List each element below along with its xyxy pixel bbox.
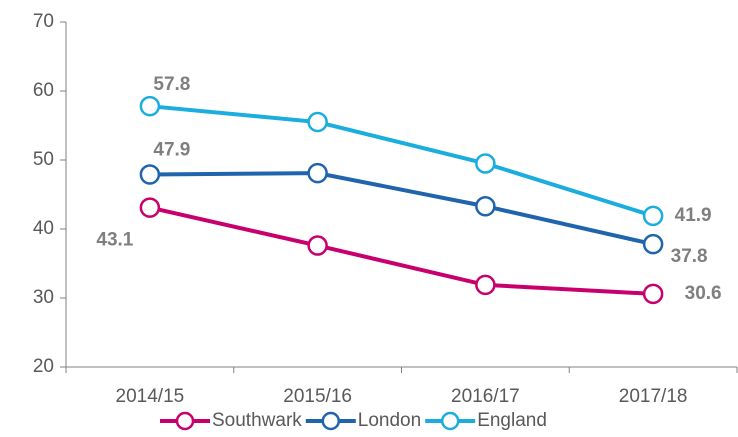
data-label: 47.9 [153,140,190,161]
point [475,195,496,217]
data-label: 30.6 [685,283,722,304]
point [307,235,328,256]
y-tick-label: 60 [33,80,54,101]
series-line [149,205,654,296]
point [475,274,496,296]
y-tick-label: 50 [33,149,54,170]
point [139,197,161,218]
y-tick-label: 30 [33,287,54,308]
y-tick-label: 20 [33,356,54,377]
legend-marker [175,411,195,431]
point [307,162,328,184]
point [642,283,664,305]
series-line [149,104,654,218]
point [139,164,161,185]
data-label: 41.9 [675,205,712,226]
point [642,205,664,227]
x-tick-label: 2016/17 [451,386,520,407]
point [307,111,328,133]
series-line [149,171,654,247]
data-label: 57.8 [153,74,190,95]
point [642,233,664,255]
point [475,153,496,174]
legend-label: Southwark [212,410,302,431]
legend-label: London [358,410,421,431]
y-tick-label: 40 [33,218,54,239]
legend-label: England [477,410,547,431]
data-label: 37.8 [671,246,708,267]
y-tick-label: 70 [33,11,54,32]
x-tick-label: 2017/18 [619,386,688,407]
legend-marker [321,411,341,431]
x-tick-label: 2014/15 [116,386,185,407]
data-label: 43.1 [96,230,133,251]
point [139,95,161,117]
x-tick-label: 2015/16 [283,386,352,407]
legend-marker [440,411,460,431]
